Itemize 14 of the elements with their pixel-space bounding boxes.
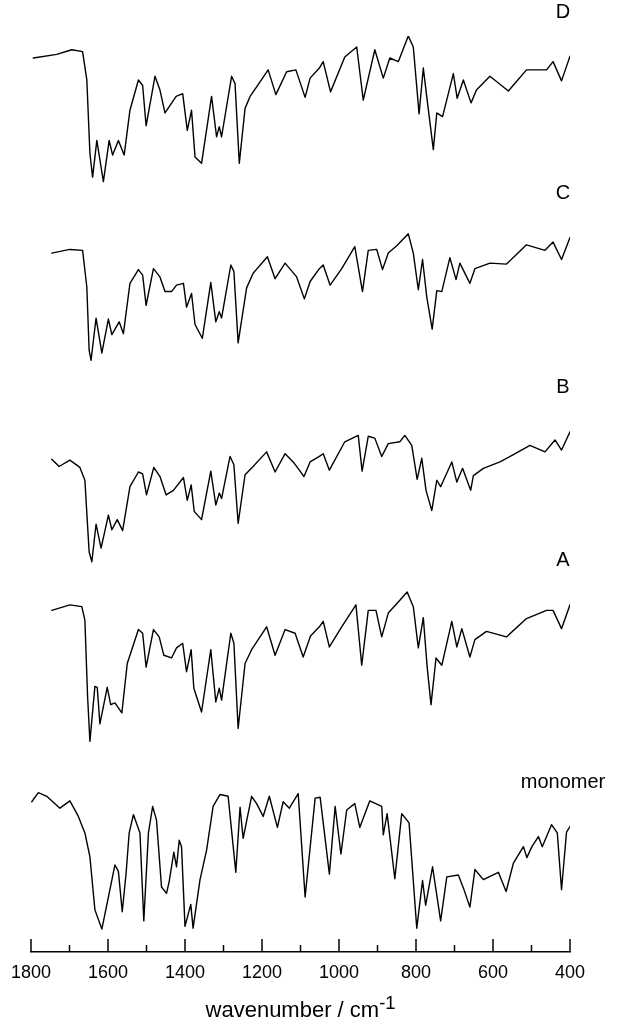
x-tick-label: 1200	[241, 961, 283, 982]
x-tick-label: 800	[400, 961, 432, 982]
text: monomer	[520, 770, 606, 793]
x-axis-title: wavenumber / cm$^{-1}$	[204, 992, 397, 1024]
series-label: C	[555, 181, 571, 204]
series-label: D	[555, 0, 571, 22]
x-tick-label: 600	[477, 961, 509, 982]
series-label: B	[556, 375, 570, 398]
x-tick-label: 1600	[87, 961, 129, 982]
series-label: A	[556, 548, 571, 571]
x-tick-label: 1400	[164, 961, 206, 982]
x-tick-label: 1800	[10, 961, 52, 982]
x-tick-label: 400	[554, 961, 586, 982]
x-tick-label: 1000	[318, 961, 360, 982]
